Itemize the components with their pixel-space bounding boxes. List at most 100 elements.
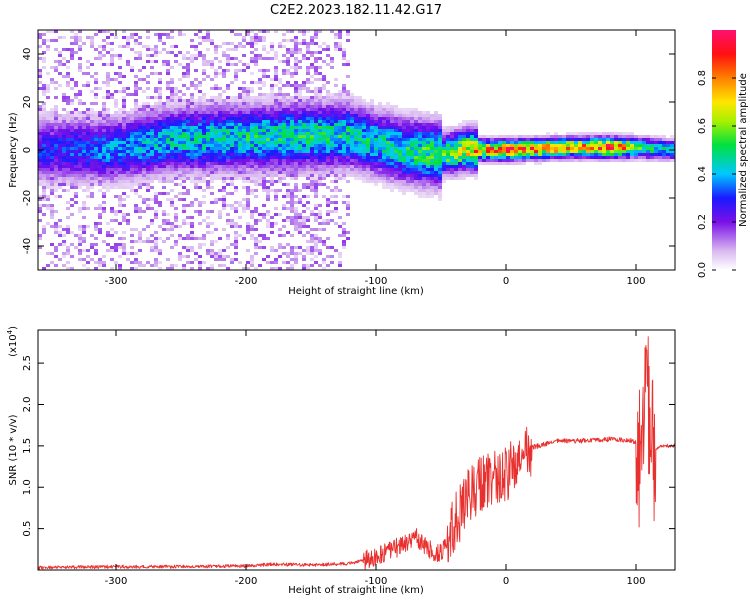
spectrogram-cell [54, 183, 58, 186]
spectrogram-cell [166, 33, 170, 36]
spectrogram-cell [298, 108, 302, 111]
spectrogram-cell [298, 84, 302, 87]
spectrogram-cell [126, 60, 130, 63]
spectrogram-cell [290, 222, 294, 225]
spectrogram-cell [46, 186, 50, 189]
spectrogram-cell [310, 240, 314, 243]
spectrogram-cell [242, 132, 246, 135]
spectrogram-cell [38, 72, 42, 75]
spectrogram-cell [58, 129, 62, 132]
spectrogram-cell [466, 171, 470, 174]
spectrogram-cell [170, 87, 174, 90]
spectrogram-cell [310, 111, 314, 114]
spectrogram-cell [166, 105, 170, 108]
spectrogram-cell [82, 117, 86, 120]
spectrogram-cell [358, 132, 362, 135]
spectrogram-cell [230, 204, 234, 207]
spectrogram-cell [294, 147, 298, 150]
spectrogram-cell [510, 162, 514, 165]
spectrogram-cell [190, 81, 194, 84]
spectrogram-cell [106, 183, 110, 186]
spectrogram-cell [362, 111, 366, 114]
spectrogram-cell [110, 33, 114, 36]
spectrogram-cell [422, 129, 426, 132]
spectrogram-cell [226, 120, 230, 123]
spectrogram-cell [214, 45, 218, 48]
spectrogram-cell [326, 237, 330, 240]
spectrogram-cell [134, 120, 138, 123]
spectrogram-cell [54, 255, 58, 258]
spectrogram-cell [278, 60, 282, 63]
spectrogram-cell [330, 162, 334, 165]
spectrogram-cell [122, 165, 126, 168]
spectrogram-cell [94, 72, 98, 75]
spectrogram-cell [74, 138, 78, 141]
spectrogram-cell [370, 162, 374, 165]
spectrogram-cell [614, 141, 618, 144]
spectrogram-cell [314, 216, 318, 219]
spectrogram-cell [130, 168, 134, 171]
spectrogram-cell [150, 60, 154, 63]
spectrogram-cell [138, 144, 142, 147]
spectrogram-cell [662, 138, 666, 141]
spectrogram-cell [246, 249, 250, 252]
spectrogram-cell [150, 138, 154, 141]
spectrogram-cell [250, 36, 254, 39]
spectrogram-cell [106, 123, 110, 126]
spectrogram-cell [194, 87, 198, 90]
spectrogram-cell [658, 141, 662, 144]
spectrogram-cell [322, 261, 326, 264]
spectrogram-cell [234, 123, 238, 126]
spectrogram-cell [126, 159, 130, 162]
spectrogram-cell [478, 135, 482, 138]
spectrogram-cell [406, 141, 410, 144]
spectrogram-cell [178, 51, 182, 54]
spectrogram-cell [118, 54, 122, 57]
spectrogram-cell [570, 159, 574, 162]
spectrogram-cell [430, 129, 434, 132]
spectrogram-cell [134, 258, 138, 261]
spectrogram-cell [94, 156, 98, 159]
spectrogram-x-label: Height of straight line (km) [288, 286, 424, 297]
spectrogram-cell [270, 42, 274, 45]
spectrogram-cell [430, 168, 434, 171]
spectrogram-cell [402, 114, 406, 117]
spectrogram-cell [590, 147, 594, 150]
spectrogram-cell [150, 48, 154, 51]
spectrogram-cell [338, 141, 342, 144]
spectrogram-cell [146, 144, 150, 147]
spectrogram-cell [162, 165, 166, 168]
spectrogram-cell [450, 171, 454, 174]
spectrogram-cell [310, 249, 314, 252]
spectrogram-cell [66, 180, 70, 183]
spectrogram-cell [86, 195, 90, 198]
spectrogram-cell [166, 258, 170, 261]
spectrogram-cell [374, 105, 378, 108]
spectrogram-cell [462, 141, 466, 144]
spectrogram-cell [642, 135, 646, 138]
colorbar-gradient [712, 30, 736, 270]
spectrogram-cell [54, 249, 58, 252]
spectrogram-cell [334, 177, 338, 180]
spectrogram-cell [98, 228, 102, 231]
spectrogram-cell [358, 123, 362, 126]
spectrogram-cell [210, 63, 214, 66]
spectrogram-cell [42, 150, 46, 153]
spectrogram-cell [578, 138, 582, 141]
spectrogram-cell [266, 195, 270, 198]
spectrogram-cell [86, 132, 90, 135]
spectrogram-cell [114, 243, 118, 246]
spectrogram-cell [182, 246, 186, 249]
spectrogram-cell [250, 258, 254, 261]
spectrogram-cell [162, 48, 166, 51]
spectrogram-cell [226, 237, 230, 240]
spectrogram-cell [170, 180, 174, 183]
spectrogram-cell [198, 174, 202, 177]
spectrogram-cell [506, 162, 510, 165]
spectrogram-cell [142, 174, 146, 177]
spectrogram-cell [122, 129, 126, 132]
spectrogram-cell [66, 84, 70, 87]
spectrogram-cell [318, 66, 322, 69]
spectrogram-cell [178, 117, 182, 120]
spectrogram-cell [206, 144, 210, 147]
